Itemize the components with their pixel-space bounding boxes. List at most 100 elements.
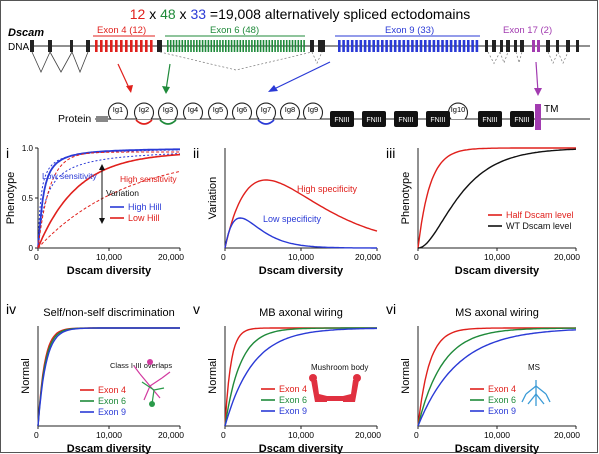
x-tick-label: 10,000 [484,430,510,440]
splice-line [547,51,559,65]
exon6-variant [227,40,230,52]
panel-numeral: ii [193,145,199,161]
ig-domain: Ig9 [302,102,324,120]
fn3-label: FNIII [514,117,529,124]
exon9-variant [372,40,375,52]
ig-domains: Ig1 Ig2 Ig3 Ig4 Ig5 Ig6 Ig7 Ig8 Ig9 Ig10 [107,102,469,125]
exon9-variant [458,40,461,52]
exon6-variant [245,40,247,52]
fn3-label: FNIII [482,117,497,124]
ig-label: Ig3 [163,105,173,114]
exon4-variant [140,40,143,52]
fn3-label: FNIII [366,117,381,124]
mb-lobe [311,380,327,402]
x-axis-label: Dscam diversity [259,265,344,277]
exon9-variant [428,40,431,52]
mb-lobe [343,380,359,402]
curve-low-hill-dashed [37,151,180,249]
ig-domain: Ig8 [279,102,301,120]
x-tick-label: 0 [414,430,419,440]
exon6-variant [303,40,305,52]
exon9-variant [355,40,358,52]
exon9-variant [415,40,418,52]
legend-label: Exon 6 [98,396,126,406]
exon6-variant [300,40,302,52]
ig-loop [107,102,129,120]
diversity-equation: 12 x 48 x 33 =19,008 alternatively splic… [130,6,471,22]
exon9-variant [445,40,449,52]
exon4-variant [120,40,123,52]
legend-label: Exon 9 [98,407,126,417]
legend-label: WT Dscam level [506,221,571,231]
constitutive-exon [492,40,496,52]
ig-domain: Ig1 [107,102,129,120]
transmembrane-domain [535,104,541,130]
exon4-label: Exon 4 (12) [97,25,146,36]
x-axis-label: Dscam diversity [455,265,540,277]
exon6-variant [201,40,204,52]
fn3-label: FNIII [430,117,445,124]
soma [149,401,155,407]
dendrite [143,385,151,401]
axon-branch [525,385,537,395]
exon6-variant [248,40,250,52]
ig-loop [157,102,179,120]
exon4-variant [115,40,118,52]
ig-label: Ig7 [261,105,271,114]
exon6-variant [294,40,297,52]
dscam-protein-diagram: Protein Ig1 Ig2 Ig3 Ig4 Ig5 Ig6 Ig7 Ig8 Ig9 Ig10 … [58,102,590,130]
ig-loop [279,102,301,120]
curve-high-specificity [224,179,378,249]
ig-loop [302,102,324,120]
exon9-variant [462,40,466,52]
x-tick-label: 10,000 [288,430,314,440]
axon-branch [535,393,545,405]
x-tick-label: 10,000 [96,252,122,262]
splice-junctions [31,51,569,74]
y-axis-label: Normal [20,358,32,393]
x-tick-label: 0 [34,252,39,262]
constitutive-exon [576,40,579,52]
x-axis-label: Dscam diversity [67,265,152,277]
splice-line [311,51,323,65]
exon6-variant [239,40,242,52]
ig-domain: Ig5 [207,102,229,120]
ig-label: Ig9 [308,105,318,114]
constitutive-exon [500,40,503,52]
curve-high-hill [37,148,180,249]
exon6-variant [288,40,291,52]
exon6-variant [210,40,213,52]
exon9-variant [471,40,474,52]
fn3-domain [478,111,502,127]
panel-iii: 0 10,000 20,000 Dscam diversity Phenotype iii… [386,145,580,277]
exon6-variant [204,40,207,52]
y-tick-label: 1.0 [22,144,34,153]
panel-i: 0 10,000 20,000 0 0.5 1.0 Dscam diversity Pheno… [5,144,184,277]
legend-label: Low Hill [128,213,160,223]
exon6-variant [198,40,201,52]
panel-iv: 0 10,000 20,000 Dscam diversity Normal iv Self… [6,301,184,454]
panel-numeral: vi [386,301,396,317]
exon9-variant [381,40,384,52]
exon6-variant [193,40,195,52]
gene-title: Dscam [8,27,44,39]
constitutive-exon [157,40,162,52]
ig-loop [133,102,155,120]
exon17-arrow [535,61,539,93]
ig-loop [231,102,253,120]
x-tick-label: 0 [34,430,39,440]
exon6-variant [225,40,227,52]
panel-v: 0 10,000 20,000 Dscam diversity Normal v MB ax… [193,301,381,454]
exon9-variant [363,40,367,52]
exon9-variant [406,40,410,52]
x-tick-label: 20,000 [355,252,381,262]
exon6-variant [291,40,294,52]
variable-half [159,119,177,125]
exon6-variant [251,40,253,52]
constitutive-exon [48,40,52,52]
ig-domain: Ig7 [255,102,277,125]
fn3-label: FNIII [334,117,349,124]
panel-vi: 0 10,000 20,000 Dscam diversity Normal vi MS a… [386,301,580,454]
axon-branch [535,385,547,395]
exon6-variant [184,40,186,52]
